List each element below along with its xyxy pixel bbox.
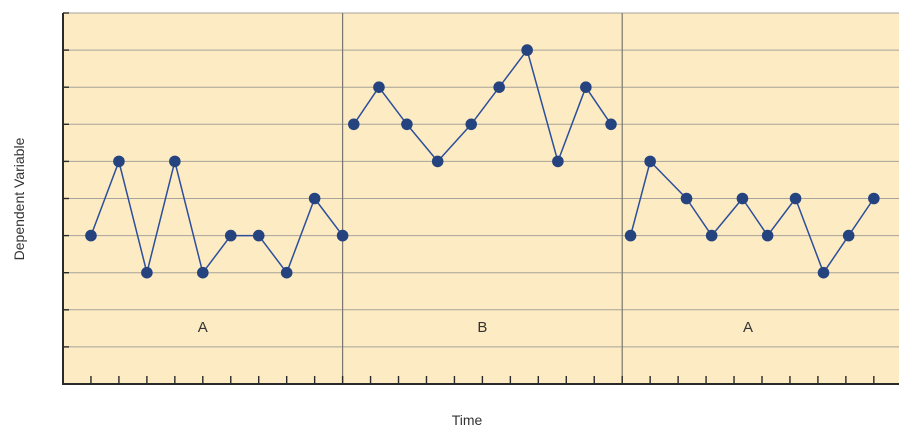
data-point	[308, 192, 321, 205]
phase-label: A	[198, 319, 208, 336]
data-point	[169, 155, 181, 168]
data-point	[465, 118, 478, 131]
phase-divider-group	[341, 13, 623, 384]
series-group	[85, 44, 880, 279]
data-point	[605, 118, 617, 131]
data-point	[789, 192, 802, 205]
data-point	[431, 155, 444, 168]
axis-group	[62, 12, 899, 385]
data-point	[85, 229, 97, 242]
data-point	[113, 155, 125, 168]
data-point	[842, 229, 855, 242]
series-line	[90, 160, 344, 274]
data-point	[252, 229, 265, 242]
data-point	[196, 266, 209, 279]
data-point	[336, 229, 349, 242]
data-point	[736, 192, 749, 205]
data-point	[521, 44, 533, 56]
data-point	[680, 192, 693, 205]
data-point	[552, 155, 564, 168]
series-line	[353, 49, 612, 163]
data-point	[280, 266, 293, 279]
y-axis-title: Dependent Variable	[11, 137, 27, 260]
data-point	[401, 118, 413, 131]
data-point	[373, 81, 385, 93]
data-point	[817, 266, 830, 279]
data-point	[224, 229, 237, 242]
data-point	[761, 229, 774, 242]
phase-label: B	[477, 319, 487, 336]
data-point	[580, 81, 592, 93]
series-line	[629, 160, 875, 274]
data-point	[493, 81, 505, 93]
x-tick-group	[90, 376, 875, 384]
phase-label: A	[743, 319, 753, 336]
data-point	[705, 229, 718, 242]
data-point	[868, 192, 880, 205]
data-point	[644, 155, 656, 168]
data-point	[141, 266, 153, 279]
data-point	[347, 118, 360, 131]
data-point	[624, 229, 637, 242]
x-axis-title: Time	[452, 412, 483, 428]
